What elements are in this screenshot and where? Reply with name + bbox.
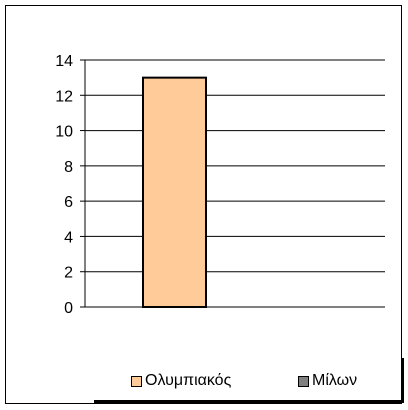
y-tick-label: 10 [55,124,73,141]
chart-frame: 0 2 4 6 8 10 12 14 Ολυμπιακός Μίλων [5,5,404,404]
bar-0-0 [142,76,207,309]
y-tick-label: 0 [64,300,73,317]
bar-chart: 0 2 4 6 8 10 12 14 [55,53,385,317]
y-tick-label: 6 [64,194,73,211]
legend-label-olympiakos: Ολυμπιακός [145,372,232,389]
gridlines [85,59,385,308]
y-tick-label: 8 [64,159,73,176]
y-tick-label: 4 [64,229,73,246]
legend-swatch-milon [298,375,309,387]
y-tick-label: 12 [55,88,73,105]
legend-swatch-olympiakos [131,375,142,387]
legend-item-olympiakos: Ολυμπιακός [131,372,231,390]
y-tick-label: 14 [55,53,73,70]
legend-item-milon: Μίλων [298,372,357,390]
bars [142,76,207,309]
legend-label-milon: Μίλων [312,372,358,389]
legend: Ολυμπιακός Μίλων [94,358,404,403]
y-tick-label: 2 [64,265,73,282]
y-axis-ticks: 0 2 4 6 8 10 12 14 [55,53,85,317]
